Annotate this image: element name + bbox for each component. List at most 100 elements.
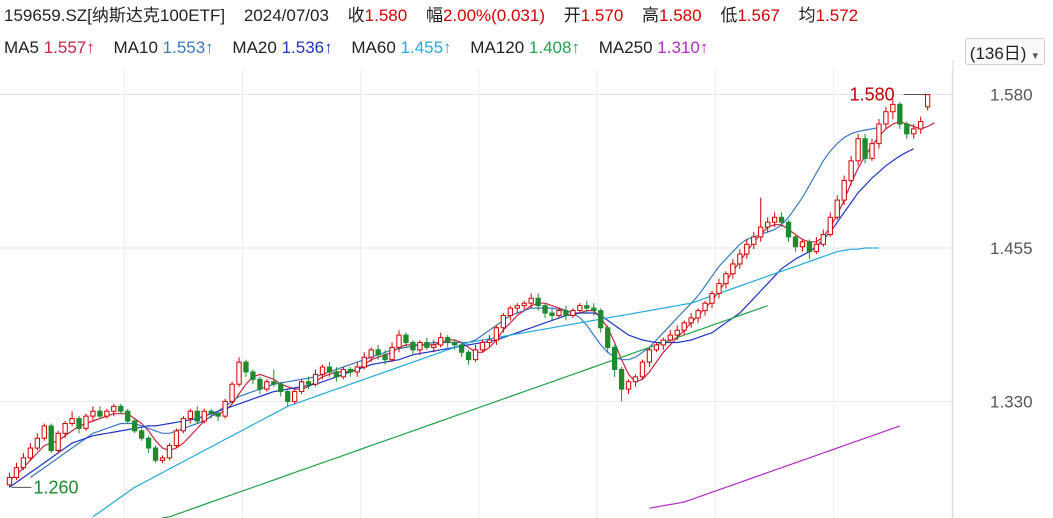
candle-down — [194, 410, 200, 422]
candle-up — [570, 310, 576, 316]
candle-up — [236, 361, 242, 385]
candle-up — [187, 410, 193, 420]
candle-down — [138, 430, 145, 439]
candle-up — [758, 226, 764, 238]
candle-up — [62, 422, 68, 434]
candle-up — [389, 346, 395, 361]
candle-up — [472, 349, 479, 361]
candle-down — [792, 236, 799, 248]
candle-down — [785, 221, 792, 238]
candle-up — [632, 376, 639, 383]
period-label: (136日) — [969, 44, 1027, 63]
candle-up — [688, 317, 694, 324]
candle-up — [493, 327, 500, 341]
security-code: 159659.SZ[纳斯达克100ETF] — [4, 6, 226, 25]
candle-up — [27, 447, 34, 459]
candle-up — [681, 322, 687, 331]
candle-down — [257, 378, 263, 390]
candle-up — [639, 361, 646, 378]
change-value: 2.00%(0.031) — [442, 6, 546, 25]
candle-down — [118, 405, 124, 412]
candle-up — [744, 243, 750, 255]
candle-down — [250, 371, 256, 380]
chevron-down-icon: ▾ — [1032, 50, 1038, 62]
candle-up — [90, 410, 96, 417]
candle-up — [716, 283, 722, 294]
candle-down — [403, 334, 409, 343]
open-label: 开 — [563, 6, 581, 25]
candle-up — [201, 410, 207, 422]
candle-up — [6, 476, 13, 486]
candle-up — [222, 400, 228, 417]
candle-up — [111, 405, 117, 412]
candle-up — [646, 349, 653, 363]
candle-up — [173, 430, 180, 447]
candle-up — [737, 253, 743, 265]
y-tick-label: 1.455 — [990, 239, 1033, 258]
candle-up — [695, 310, 701, 319]
ma-line-ma60 — [92, 247, 879, 518]
candle-down — [333, 371, 340, 378]
candle-up — [820, 233, 826, 245]
candle-down — [458, 344, 465, 353]
chart-annotations: 1.580 1.260 — [11, 85, 926, 497]
candle-up — [159, 457, 166, 461]
candle-down — [410, 341, 416, 351]
candle-up — [709, 292, 715, 304]
candle-up — [229, 383, 235, 402]
candle-down — [152, 447, 159, 461]
candle-down — [563, 310, 569, 316]
candle-up — [514, 305, 520, 309]
high-value: 1.580 — [659, 6, 702, 25]
candle-down — [598, 310, 604, 329]
quote-header: 159659.SZ[纳斯达克100ETF] 2024/07/03 收1.580 … — [4, 6, 872, 26]
candle-up — [730, 263, 736, 275]
candle-down — [535, 297, 541, 307]
candle-up — [827, 216, 833, 235]
candle-up — [69, 418, 75, 424]
candle-up — [319, 366, 326, 375]
low-value: 1.567 — [737, 6, 780, 25]
max-price-label: 1.580 — [850, 85, 895, 105]
low-label: 低 — [720, 6, 738, 25]
candle-up — [83, 415, 89, 429]
ma-legend-item-ma250: MA250 1.310↑ — [598, 38, 709, 57]
ma-line-ma120 — [162, 305, 768, 518]
candle-up — [521, 302, 527, 307]
candle-up — [918, 121, 924, 130]
ma-line-ma20 — [9, 148, 914, 488]
candle-down — [549, 312, 555, 316]
period-dropdown-button[interactable]: (136日) ▾ — [964, 38, 1045, 65]
candle-down — [215, 413, 221, 417]
candle-up — [166, 445, 173, 459]
y-axis: 1.580 1.455 1.330 — [990, 86, 1033, 412]
candle-down — [862, 138, 868, 159]
candle-down — [584, 305, 590, 309]
candle-up — [13, 467, 20, 478]
candle-up — [660, 339, 666, 346]
candle-up — [751, 236, 757, 245]
candle-up — [924, 94, 931, 108]
candle-up — [674, 329, 680, 336]
candle-down — [285, 391, 291, 402]
candle-up — [577, 305, 583, 312]
candle-up — [312, 373, 319, 385]
candle-up — [264, 381, 270, 390]
candle-down — [132, 420, 138, 432]
candle-down — [778, 216, 785, 223]
open-value: 1.570 — [580, 6, 624, 25]
chart-grid — [0, 60, 954, 518]
high-label: 高 — [642, 6, 660, 25]
candles — [6, 94, 931, 488]
candle-down — [125, 410, 131, 422]
ma-legend-item-ma5: MA5 1.557↑ — [4, 38, 95, 57]
candle-up — [653, 344, 660, 351]
change-label: 幅 — [425, 6, 443, 25]
candle-up — [855, 138, 861, 162]
y-tick-label: 1.330 — [990, 392, 1033, 411]
candle-up — [20, 457, 27, 469]
candle-down — [208, 410, 214, 415]
candle-up — [438, 337, 444, 346]
candle-up — [507, 307, 513, 316]
